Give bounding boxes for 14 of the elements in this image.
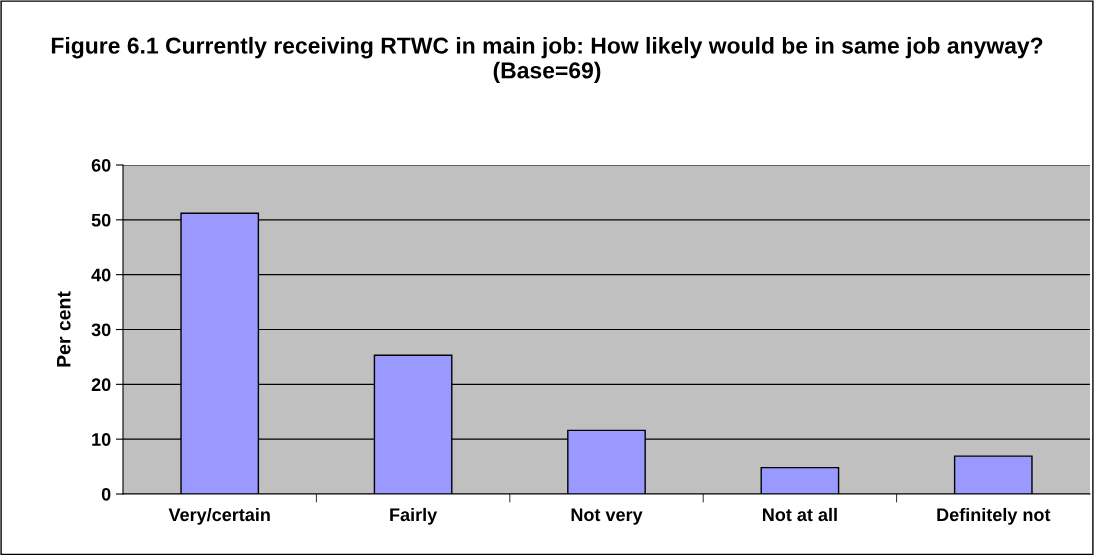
x-tick-label: Not very (571, 508, 643, 525)
y-tick-label: 20 (91, 378, 111, 392)
y-tick-label: 0 (101, 487, 111, 501)
x-tick-label: Fairly (390, 507, 438, 525)
y-tick-label: 40 (91, 268, 111, 282)
y-tick-label: 60 (91, 158, 111, 172)
x-tick-label: Very/certain (168, 507, 270, 525)
y-tick-label: 30 (91, 323, 111, 337)
x-tick-label: Definitely not (937, 507, 1051, 525)
y-tick-label: 50 (91, 213, 111, 227)
y-axis-title: Per cent (57, 291, 71, 367)
chart-title: Figure 6.1 Currently receiving RTWC in main job: How likely would be in same job anyway? (Base=69) (51, 36, 1043, 84)
y-tick-label: 10 (92, 433, 111, 446)
x-tick-label: Not at all (762, 507, 837, 522)
